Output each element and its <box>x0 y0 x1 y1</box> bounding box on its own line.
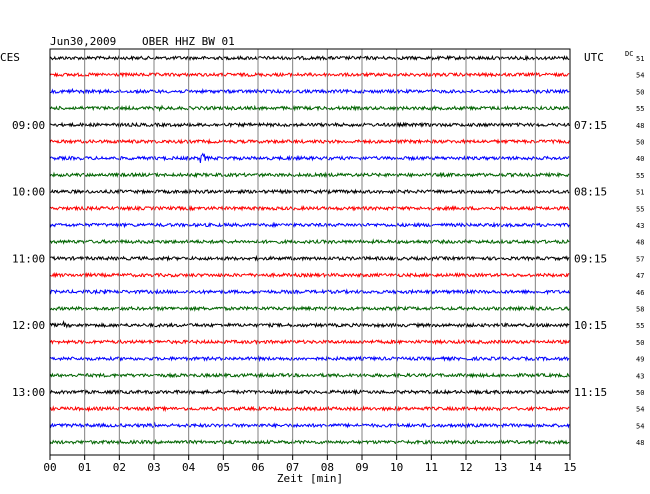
chart-station: OBER HHZ BW 01 <box>142 35 235 48</box>
right-timezone: UTC <box>584 51 604 64</box>
x-tick-label-02: 02 <box>113 461 126 474</box>
dc-offset-label: 55 <box>636 322 644 330</box>
x-tick-label-07: 07 <box>286 461 299 474</box>
x-tick-label-15: 15 <box>563 461 576 474</box>
trace-5 <box>49 121 570 129</box>
dc-offset-label: 50 <box>636 389 644 397</box>
minute-gridlines <box>84 49 536 455</box>
trace-24 <box>49 438 570 446</box>
left-timezone: CES <box>0 51 20 64</box>
x-tick-label-14: 14 <box>529 461 543 474</box>
trace-4 <box>49 104 570 113</box>
dc-offset-label: 46 <box>636 289 644 297</box>
right-time-label: 09:15 <box>574 252 607 265</box>
trace-13 <box>49 254 570 262</box>
trace-6 <box>49 138 570 145</box>
trace-7 <box>49 152 570 164</box>
x-tick-label-01: 01 <box>78 461 91 474</box>
dc-offset-label: 48 <box>636 122 644 130</box>
trace-3 <box>49 87 570 95</box>
dc-offset-label: 48 <box>636 239 644 247</box>
dc-offset-label: 50 <box>636 88 644 96</box>
trace-1 <box>49 54 570 62</box>
dc-offset-label: 43 <box>636 222 644 230</box>
trace-16 <box>49 305 570 312</box>
trace-17 <box>49 320 570 329</box>
dc-offset-label: 49 <box>636 356 644 364</box>
trace-14 <box>49 271 570 279</box>
trace-8 <box>49 171 570 179</box>
trace-20 <box>49 372 570 379</box>
dc-offset-label: 40 <box>636 155 644 163</box>
trace-10 <box>49 204 570 212</box>
right-time-label: 08:15 <box>574 186 607 199</box>
x-tick-label-13: 13 <box>494 461 507 474</box>
x-tick-label-09: 09 <box>355 461 368 474</box>
dc-offset-label: 57 <box>636 255 644 263</box>
trace-12 <box>49 238 570 245</box>
trace-15 <box>49 288 570 296</box>
dc-offset-label: 50 <box>636 339 644 347</box>
x-axis-label: Zeit [min] <box>277 472 343 485</box>
trace-23 <box>49 421 570 429</box>
dc-offset-label: 51 <box>636 55 644 63</box>
dc-offset-label: 47 <box>636 272 644 280</box>
dc-offset-label: 51 <box>636 189 644 197</box>
trace-11 <box>49 221 570 229</box>
x-tick-label-11: 11 <box>425 461 438 474</box>
dc-offset-labels: 51 54 50 55 48 50 40 55 51 55 43 48 57 47 46 58 55 50 49 43… <box>636 55 644 447</box>
left-time-label: 10:00 <box>12 186 45 199</box>
left-time-label: 12:00 <box>12 319 45 332</box>
trace-21 <box>49 388 570 396</box>
dc-offset-label: 55 <box>636 105 644 113</box>
dc-offset-label: 48 <box>636 439 644 447</box>
dc-offset-label: 54 <box>636 72 644 80</box>
left-time-label: 11:00 <box>12 252 45 265</box>
trace-2 <box>49 71 570 78</box>
dc-offset-label: 54 <box>636 422 644 430</box>
plot-frame <box>49 48 571 456</box>
dc-offset-label: 58 <box>636 306 644 314</box>
left-time-label: 09:00 <box>12 119 45 132</box>
x-tick-label-10: 10 <box>390 461 403 474</box>
trace-22 <box>49 405 570 413</box>
x-tick-label-00: 00 <box>43 461 56 474</box>
left-time-label: 13:00 <box>12 386 45 399</box>
right-time-label: 11:15 <box>574 386 607 399</box>
x-tick-label-08: 08 <box>321 461 334 474</box>
chart-date: Jun30,2009 <box>50 35 116 48</box>
dc-offset-label: 54 <box>636 406 644 414</box>
dc-offset-label: 55 <box>636 205 644 213</box>
trace-9 <box>49 188 570 195</box>
x-tick-label-03: 03 <box>147 461 160 474</box>
right-time-label: 10:15 <box>574 319 607 332</box>
trace-18 <box>49 338 570 346</box>
dc-offset-label: 43 <box>636 372 644 380</box>
x-axis-ticks: 00 01 02 03 04 05 06 07 08 09 10 11 12 13 14 15 <box>43 455 577 474</box>
x-tick-label-06: 06 <box>251 461 264 474</box>
left-time-labels: 09:00 10:00 11:00 12:00 13:00 <box>12 119 45 399</box>
x-tick-label-05: 05 <box>217 461 230 474</box>
dc-offset-label: 55 <box>636 172 644 180</box>
dc-header: DC <box>625 50 633 58</box>
seismic-traces <box>49 54 570 446</box>
right-time-label: 07:15 <box>574 119 607 132</box>
trace-19 <box>49 355 570 363</box>
x-tick-label-04: 04 <box>182 461 196 474</box>
right-time-labels: 07:15 08:15 09:15 10:15 11:15 <box>574 119 607 399</box>
dc-offset-label: 50 <box>636 139 644 147</box>
x-tick-label-12: 12 <box>459 461 472 474</box>
